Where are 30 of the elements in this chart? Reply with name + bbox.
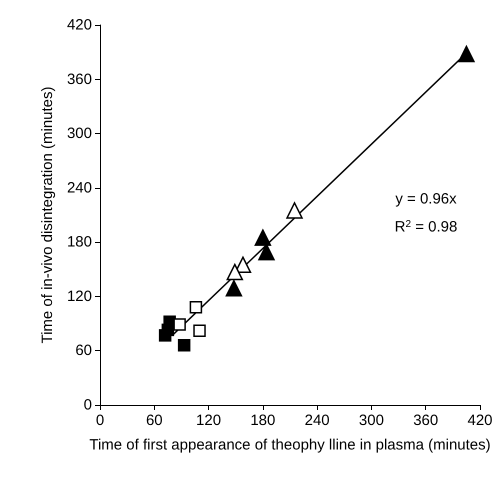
x-tick-label: 420 [467,412,493,429]
point [193,324,206,338]
point [162,324,174,336]
y-tick-label: 300 [66,125,92,142]
point [226,264,244,280]
x-tick-label: 120 [196,412,222,429]
point [258,244,275,260]
y-tick-label: 60 [75,342,92,360]
point [178,339,190,352]
y-tick-label: 180 [66,234,92,251]
x-tick-label: 180 [250,412,276,429]
point [190,301,202,314]
x-axis-title: Time of first appearance of theophy lline in plasma (minutes) [89,436,491,454]
y-tick-label: 0 [84,396,92,414]
y-tick-label: 420 [66,16,92,34]
x-tick-label: 240 [304,412,330,429]
y-axis-title: Time of in-vivo disintegration (minutes) [39,86,56,344]
point [458,46,475,62]
y-tick-label: 360 [66,70,92,88]
x-tick-label: 0 [96,412,104,429]
point [226,280,242,297]
x-tick-label: 60 [146,412,163,429]
x-tick-label: 360 [413,412,438,429]
x-tick-label: 300 [358,412,384,429]
point [254,229,272,246]
point [173,318,186,331]
y-tick-label: 240 [66,179,92,196]
point [286,202,303,219]
y-tick-label: 120 [66,288,92,305]
annotation: y = 0.96x [395,190,458,208]
